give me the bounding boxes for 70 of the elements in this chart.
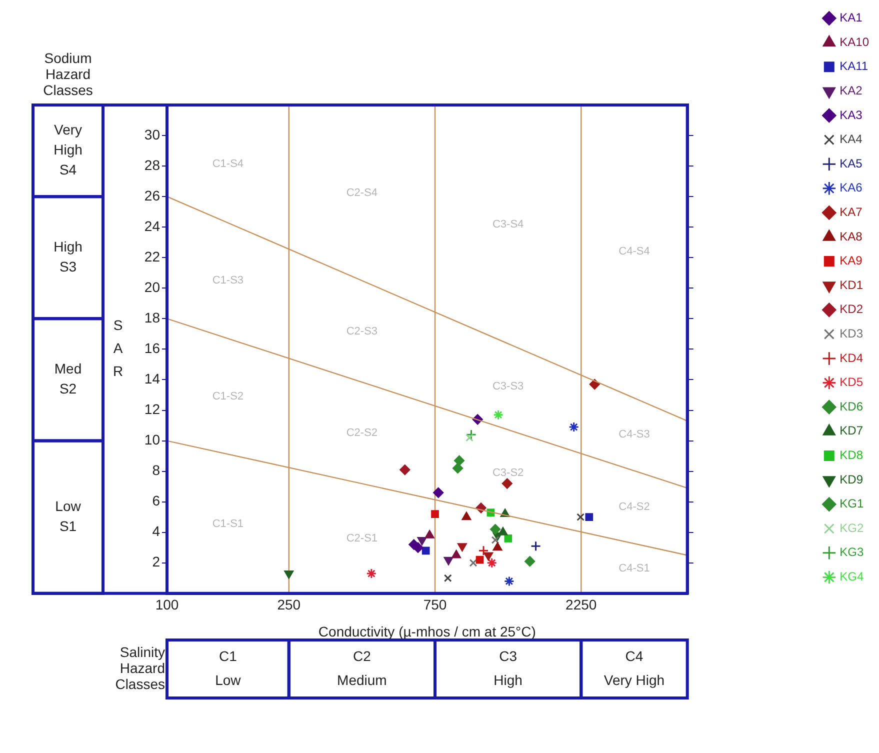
annotation: C4-S4 xyxy=(618,246,650,258)
annotation: C3-S3 xyxy=(492,380,524,393)
y-tick-label: 28 xyxy=(144,156,160,173)
annotation: C1-S3 xyxy=(212,274,244,287)
legend-label: KG3 xyxy=(840,545,864,560)
legend-label: KA1 xyxy=(840,10,863,25)
legend-label: KG2 xyxy=(840,520,864,535)
legend-label: KD1 xyxy=(840,278,864,292)
annotation: C1-S2 xyxy=(212,390,244,402)
y-tick-label: 20 xyxy=(144,279,160,296)
y-tick-label: 12 xyxy=(144,401,160,418)
annotation: C4-S2 xyxy=(618,501,650,514)
annotation: C3-S2 xyxy=(492,466,524,479)
y-tick-label: 8 xyxy=(152,462,160,478)
y-tick-label: 18 xyxy=(144,310,160,326)
legend-label: KG4 xyxy=(840,570,864,584)
legend-label: KA11 xyxy=(840,59,868,74)
y-tick-label: 22 xyxy=(144,248,160,264)
y-tick-label: 26 xyxy=(144,187,160,204)
text: Salinity Hazard Classes xyxy=(115,644,165,692)
annotation: C2-S1 xyxy=(346,532,378,545)
annotation: C2-S2 xyxy=(346,426,378,439)
text: C2 Medium xyxy=(337,648,387,688)
y-tick-label: 30 xyxy=(144,126,160,142)
legend-label: KA3 xyxy=(840,108,863,122)
legend-label: KA5 xyxy=(840,156,863,170)
legend-label: KD5 xyxy=(840,375,864,390)
legend-label: KD8 xyxy=(840,448,864,462)
text: C4 Very High xyxy=(604,648,665,688)
text: Sodium Hazard Classes xyxy=(43,50,93,98)
annotation: C4-S3 xyxy=(618,428,650,440)
annotation: C2-S4 xyxy=(346,186,378,199)
annotation: C1-S1 xyxy=(212,518,244,530)
y-tick-label: 14 xyxy=(144,370,160,387)
x-tick-label: 100 xyxy=(155,596,179,613)
annotation: C2-S3 xyxy=(346,325,378,338)
y-tick-label: 24 xyxy=(144,218,160,234)
x-tick-label: 750 xyxy=(423,596,447,613)
legend-label: KA2 xyxy=(840,84,863,98)
text: C1 Low xyxy=(215,648,242,688)
legend-label: KG1 xyxy=(840,496,864,511)
text: Low S1 xyxy=(55,498,82,534)
legend-label: KD7 xyxy=(840,424,864,438)
text: Med S2 xyxy=(54,360,82,397)
x-axis-title: Conductivity (µ-mhos / cm at 25°C) xyxy=(318,623,536,640)
legend-label: KA10 xyxy=(840,34,870,49)
annotation: C1-S4 xyxy=(212,158,244,170)
x-tick-label: 250 xyxy=(277,596,301,613)
y-tick-label: 16 xyxy=(144,340,160,356)
legend-label: KD3 xyxy=(840,326,864,341)
legend-label: KA7 xyxy=(840,205,863,220)
x-tick-label: 2250 xyxy=(566,596,597,613)
text: Very High S4 xyxy=(54,122,82,178)
legend-label: KA9 xyxy=(840,254,863,268)
y-tick-label: 6 xyxy=(152,492,160,509)
legend-label: KD6 xyxy=(840,399,864,414)
y-tick-label: 4 xyxy=(152,523,160,540)
text: C3 High xyxy=(494,648,522,688)
legend-label: KD2 xyxy=(840,302,864,316)
legend-label: KA8 xyxy=(840,229,863,244)
legend-label: KD4 xyxy=(840,350,864,365)
y-axis-title: SAR xyxy=(112,317,124,380)
legend-label: KA6 xyxy=(840,180,863,195)
legend-label: KA4 xyxy=(840,132,863,146)
y-tick-label: 2 xyxy=(152,554,160,570)
annotation: C3-S4 xyxy=(492,218,524,230)
legend-label: KD9 xyxy=(840,472,864,486)
y-tick-label: 10 xyxy=(144,432,160,448)
text: High S3 xyxy=(54,238,82,274)
annotation: C4-S1 xyxy=(618,562,650,575)
